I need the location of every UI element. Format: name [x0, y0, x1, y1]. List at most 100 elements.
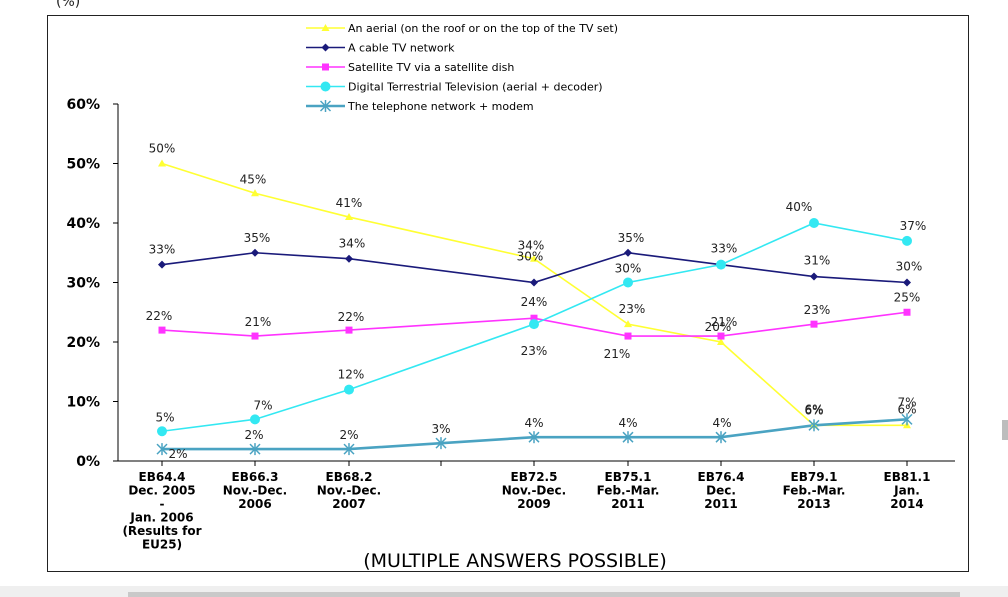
data-point: [249, 443, 261, 456]
data-point: [251, 332, 259, 340]
data-point: [435, 437, 447, 450]
data-label: 7%: [897, 395, 916, 409]
data-point: [717, 332, 725, 340]
series-line: [161, 311, 908, 337]
data-point: [345, 254, 353, 263]
data-label: 34%: [339, 237, 366, 251]
data-label: 37%: [900, 219, 927, 233]
data-label: 31%: [804, 254, 831, 268]
y-tick-label: 60%: [66, 97, 100, 113]
data-point: [903, 278, 911, 287]
data-label: 30%: [615, 262, 642, 276]
legend-label: Satellite TV via a satellite dish: [348, 61, 514, 74]
bottom-scroll-track: [0, 586, 1008, 597]
data-point: [251, 189, 259, 197]
data-label: 21%: [604, 347, 631, 361]
data-label: 40%: [786, 200, 813, 214]
data-label: 12%: [338, 368, 365, 382]
data-label: 7%: [253, 398, 272, 412]
data-point: [622, 431, 634, 444]
data-label: 2%: [168, 447, 187, 461]
horizontal-scrollbar[interactable]: [128, 592, 960, 597]
data-label: 4%: [712, 416, 731, 430]
data-point: [716, 259, 726, 270]
chart-frame: [47, 15, 969, 572]
data-label: 4%: [618, 416, 637, 430]
x-tick-label: 2007: [332, 497, 365, 511]
data-point: [715, 431, 727, 444]
data-label: 23%: [619, 302, 646, 316]
data-label: 25%: [894, 290, 921, 304]
series-line: [161, 251, 908, 284]
x-tick-label: EB64.4: [139, 470, 186, 484]
vertical-scroll-marker[interactable]: [1002, 420, 1008, 440]
data-label: 45%: [240, 172, 267, 186]
legend-label: The telephone network + modem: [347, 100, 534, 113]
y-tick-label: 20%: [66, 335, 100, 351]
data-point: [624, 320, 632, 328]
x-tick-label: Feb.-Mar.: [597, 484, 660, 498]
data-point: [530, 278, 538, 287]
x-tick-label: EB72.5: [511, 470, 558, 484]
data-point: [902, 235, 912, 246]
data-point: [345, 326, 353, 334]
data-label: 30%: [517, 250, 544, 264]
data-point: [623, 277, 633, 288]
data-point: [809, 218, 819, 228]
legend-label: Digital Terrestrial Television (aerial +…: [348, 81, 603, 94]
legend-label: An aerial (on the roof or on the top of …: [348, 22, 618, 35]
data-label: 23%: [804, 303, 831, 317]
data-point: [156, 443, 168, 456]
legend-marker: [321, 24, 330, 31]
x-tick-label: EB66.3: [232, 470, 279, 484]
data-label: 2%: [244, 428, 263, 442]
data-point: [158, 159, 166, 167]
data-label: 6%: [897, 402, 916, 416]
data-label: 33%: [711, 242, 738, 256]
data-point: [250, 414, 260, 425]
data-point: [624, 332, 632, 340]
x-tick-label: 2014: [890, 497, 923, 511]
data-point: [810, 320, 818, 328]
data-point: [901, 413, 913, 426]
data-label: 33%: [149, 243, 176, 257]
data-label: 34%: [518, 239, 545, 253]
y-tick-label: 40%: [66, 216, 100, 232]
x-tick-label: 2011: [611, 497, 644, 511]
x-tick-label: EB76.4: [698, 470, 745, 484]
data-point: [530, 254, 538, 262]
x-tick-label: EB75.1: [605, 470, 652, 484]
x-tick-label: EB68.2: [326, 470, 373, 484]
x-tick-label: Nov.-Dec.: [502, 484, 566, 498]
data-label: 41%: [336, 196, 363, 210]
data-label: 30%: [896, 260, 923, 274]
data-label: 6%: [804, 403, 823, 417]
data-point: [158, 260, 166, 269]
data-point: [344, 384, 354, 395]
data-label: 6%: [804, 402, 823, 416]
data-point: [343, 443, 355, 456]
data-label: 50%: [149, 142, 176, 156]
x-tick-label: Jan. 2006: [129, 511, 193, 525]
data-label: 21%: [711, 315, 738, 329]
data-label: 5%: [155, 410, 174, 424]
y-tick-label: 50%: [66, 157, 100, 173]
data-point: [345, 213, 353, 221]
data-point: [717, 338, 725, 345]
data-point: [810, 272, 818, 281]
y-tick-label: 10%: [66, 395, 100, 411]
x-tick-label: 2011: [704, 497, 737, 511]
legend-marker: [319, 100, 332, 112]
header-fragment: (%): [56, 0, 81, 10]
x-tick-label: Nov.-Dec.: [317, 484, 381, 498]
x-tick-label: 2013: [797, 497, 830, 511]
series-line: [161, 162, 907, 427]
legend-marker: [321, 43, 330, 52]
data-point: [158, 326, 166, 334]
data-label: 21%: [245, 315, 272, 329]
x-tick-label: EU25): [142, 538, 182, 552]
data-label: 4%: [524, 416, 543, 430]
data-point: [157, 426, 167, 437]
x-tick-label: EB81.1: [884, 470, 931, 484]
x-tick-label: Jan.: [893, 484, 920, 498]
